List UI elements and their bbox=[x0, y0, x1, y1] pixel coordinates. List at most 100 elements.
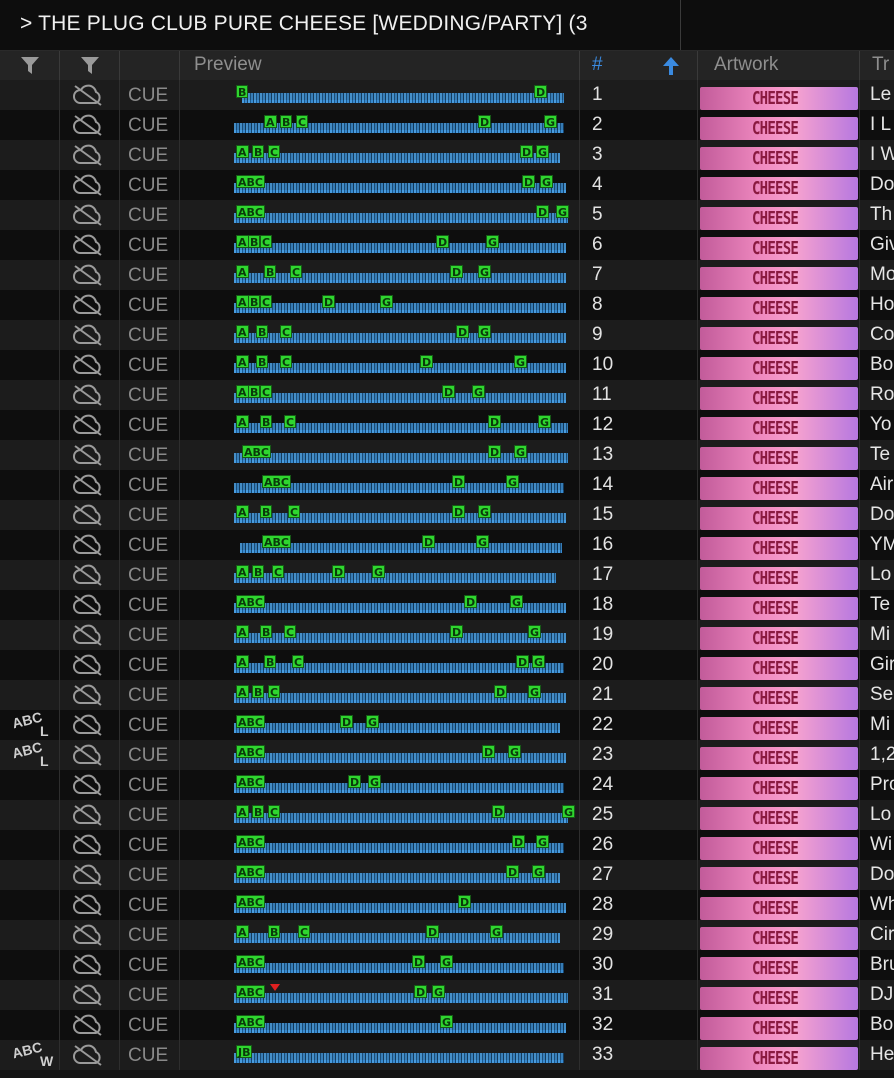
cue-cell[interactable]: CUE bbox=[120, 290, 180, 320]
hot-cue-marker[interactable]: B bbox=[252, 685, 265, 699]
hot-cue-marker[interactable]: G bbox=[440, 1015, 454, 1029]
hot-cue-marker[interactable]: D bbox=[456, 325, 470, 339]
track-cell[interactable]: Do bbox=[860, 500, 894, 530]
hot-cue-marker[interactable]: ABC bbox=[236, 955, 265, 969]
track-cell[interactable]: Yo bbox=[860, 410, 894, 440]
cloud-cell[interactable] bbox=[60, 920, 120, 950]
hot-cue-marker[interactable]: ABC bbox=[236, 775, 265, 789]
cloud-off-icon[interactable] bbox=[72, 714, 104, 736]
cue-cell[interactable]: CUE bbox=[120, 890, 180, 920]
hot-cue-marker[interactable]: G bbox=[368, 775, 382, 789]
hot-cue-marker[interactable]: ABC bbox=[236, 745, 265, 759]
artwork-cell[interactable]: CHEESE bbox=[698, 920, 860, 950]
hot-cue-marker[interactable]: D bbox=[494, 685, 508, 699]
number-cell[interactable]: 32 bbox=[580, 1010, 698, 1040]
hot-cue-marker[interactable]: B bbox=[260, 415, 273, 429]
hot-cue-marker[interactable]: G bbox=[432, 985, 446, 999]
hot-cue-marker[interactable]: C bbox=[260, 235, 273, 249]
artwork-cell[interactable]: CHEESE bbox=[698, 350, 860, 380]
track-row[interactable]: CUE ABC D G 13 CHEESE Te bbox=[0, 440, 894, 470]
tag-cell[interactable]: ABC L bbox=[0, 709, 60, 740]
track-cell[interactable]: Pro bbox=[860, 770, 894, 800]
number-cell[interactable]: 2 bbox=[580, 110, 698, 140]
tag-cell[interactable] bbox=[0, 440, 60, 470]
track-cell[interactable]: Do bbox=[860, 170, 894, 200]
hot-cue-marker[interactable]: G bbox=[562, 805, 576, 819]
cloud-cell[interactable] bbox=[60, 200, 120, 230]
number-cell[interactable]: 19 bbox=[580, 620, 698, 650]
hot-cue-marker[interactable]: G bbox=[514, 355, 528, 369]
artwork-cell[interactable]: CHEESE bbox=[698, 590, 860, 620]
tag-cell[interactable] bbox=[0, 500, 60, 530]
number-cell[interactable]: 25 bbox=[580, 800, 698, 830]
number-cell[interactable]: 5 bbox=[580, 200, 698, 230]
artwork-cell[interactable]: CHEESE bbox=[698, 860, 860, 890]
tag-cell[interactable] bbox=[0, 770, 60, 800]
hot-cue-marker[interactable]: D bbox=[464, 595, 478, 609]
artwork-cell[interactable]: CHEESE bbox=[698, 380, 860, 410]
hot-cue-marker[interactable]: A bbox=[236, 385, 249, 399]
hot-cue-marker[interactable]: G bbox=[532, 655, 546, 669]
artwork-cell[interactable]: CHEESE bbox=[698, 530, 860, 560]
track-row[interactable]: CUE A B C D G 7 CHEESE Mo bbox=[0, 260, 894, 290]
cloud-cell[interactable] bbox=[60, 770, 120, 800]
number-cell[interactable]: 26 bbox=[580, 830, 698, 860]
hot-cue-marker[interactable]: A bbox=[236, 505, 249, 519]
tag-cell[interactable] bbox=[0, 380, 60, 410]
number-cell[interactable]: 12 bbox=[580, 410, 698, 440]
number-cell[interactable]: 24 bbox=[580, 770, 698, 800]
cue-cell[interactable]: CUE bbox=[120, 500, 180, 530]
hot-cue-marker[interactable]: B bbox=[248, 295, 261, 309]
hot-cue-marker[interactable]: G bbox=[536, 835, 550, 849]
hot-cue-marker[interactable]: C bbox=[292, 655, 305, 669]
hot-cue-marker[interactable]: A bbox=[236, 295, 249, 309]
cloud-off-icon[interactable] bbox=[72, 114, 104, 136]
track-row[interactable]: CUE ABC D G 26 CHEESE Wi bbox=[0, 830, 894, 860]
cue-cell[interactable]: CUE bbox=[120, 680, 180, 710]
artwork-cell[interactable]: CHEESE bbox=[698, 1040, 860, 1070]
cue-cell[interactable]: CUE bbox=[120, 140, 180, 170]
cloud-cell[interactable] bbox=[60, 800, 120, 830]
track-cell[interactable]: 1,2 bbox=[860, 740, 894, 770]
tag-cell[interactable]: ABC W bbox=[0, 1039, 60, 1070]
cloud-off-icon[interactable] bbox=[72, 204, 104, 226]
artwork-cell[interactable]: CHEESE bbox=[698, 140, 860, 170]
tag-cell[interactable] bbox=[0, 860, 60, 890]
number-cell[interactable]: 23 bbox=[580, 740, 698, 770]
tag-cell[interactable] bbox=[0, 230, 60, 260]
hot-cue-marker[interactable]: A bbox=[236, 565, 249, 579]
hot-cue-marker[interactable]: C bbox=[260, 295, 273, 309]
hot-cue-marker[interactable]: A bbox=[236, 325, 249, 339]
cloud-off-icon[interactable] bbox=[72, 1014, 104, 1036]
cloud-cell[interactable] bbox=[60, 440, 120, 470]
header-cue-column[interactable] bbox=[120, 51, 180, 80]
hot-cue-marker[interactable]: B bbox=[264, 265, 277, 279]
artwork-cell[interactable]: CHEESE bbox=[698, 500, 860, 530]
hot-cue-marker[interactable]: ABC bbox=[236, 205, 265, 219]
cue-cell[interactable]: CUE bbox=[120, 1040, 180, 1070]
number-cell[interactable]: 31 bbox=[580, 980, 698, 1010]
cloud-cell[interactable] bbox=[60, 260, 120, 290]
hot-cue-marker[interactable]: A bbox=[236, 265, 249, 279]
tag-cell[interactable] bbox=[0, 410, 60, 440]
hot-cue-marker[interactable]: D bbox=[452, 505, 466, 519]
hot-cue-marker[interactable]: C bbox=[260, 385, 273, 399]
number-cell[interactable]: 11 bbox=[580, 380, 698, 410]
cloud-off-icon[interactable] bbox=[72, 744, 104, 766]
